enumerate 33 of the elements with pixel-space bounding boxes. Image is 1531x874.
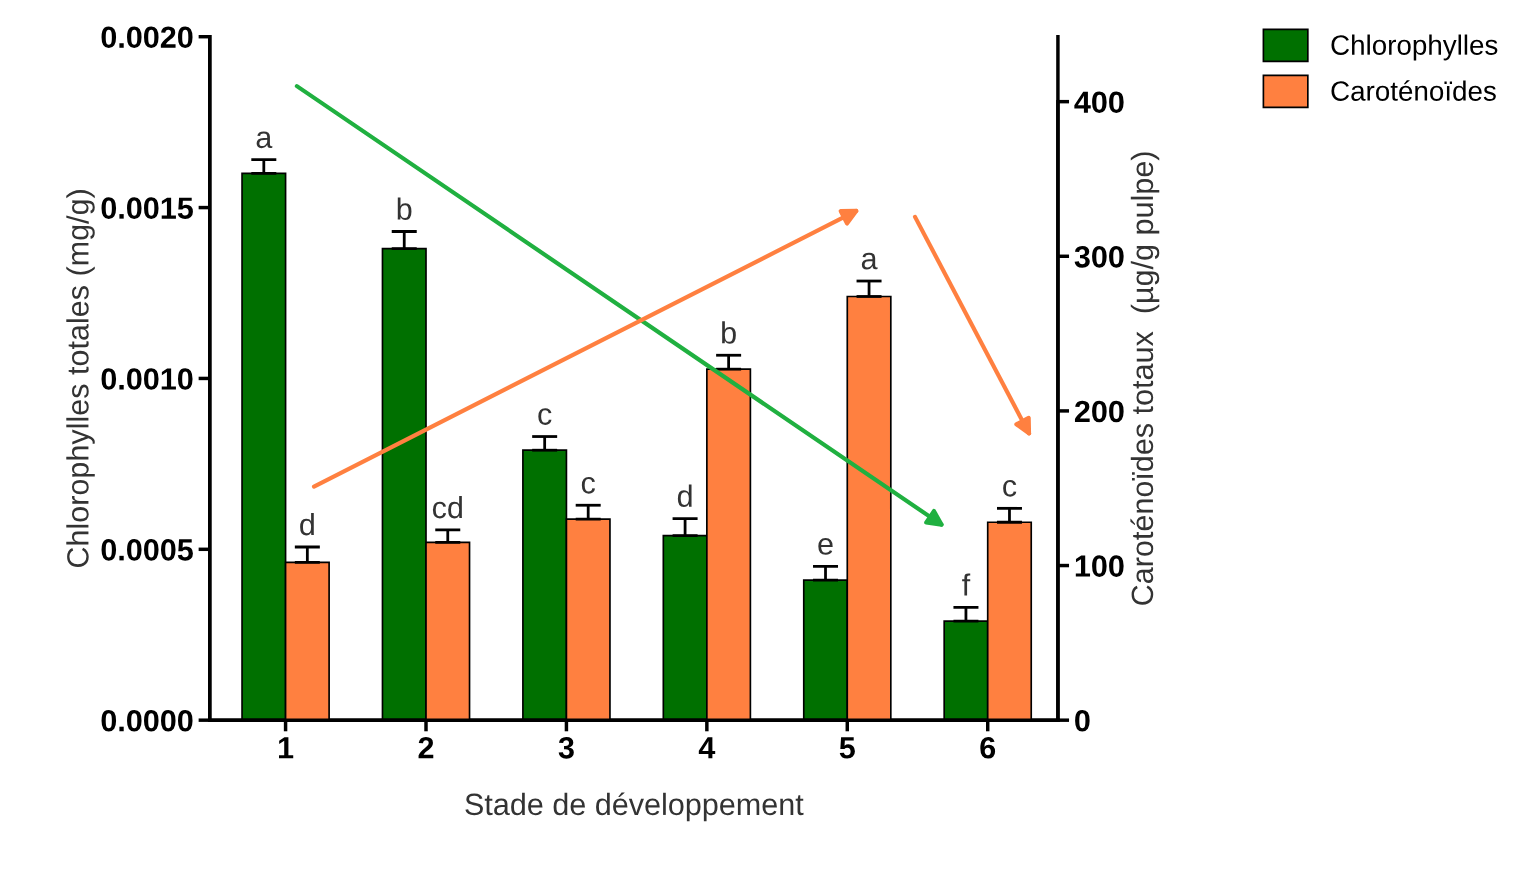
x-tick-label: 3 xyxy=(558,736,574,759)
legend-label: Caroténoïdes xyxy=(1331,80,1496,101)
x-tick-label: 2 xyxy=(418,736,434,759)
data-label: a xyxy=(256,131,273,149)
data-label: e xyxy=(818,538,833,555)
x-axis-title: Stade de développement xyxy=(465,792,804,822)
data-label: d xyxy=(677,484,692,507)
y2-tick-label: 300 xyxy=(1074,246,1124,268)
data-label: b xyxy=(397,197,412,220)
x-tick-label: 4 xyxy=(698,737,716,759)
y-tick-label: 0.0020 xyxy=(101,26,193,49)
y2-tick-label: 0 xyxy=(1075,709,1090,732)
data-label: c xyxy=(581,476,596,494)
y-tick-label: 0.0005 xyxy=(101,539,193,561)
x-tick-label: 5 xyxy=(839,737,855,759)
y2-axis-title: Caroténoïdes totaux (µg/g pulpe) xyxy=(1130,152,1160,605)
data-label: a xyxy=(861,252,878,270)
y-axis-title: Chlorophylles totales (mg/g) xyxy=(66,190,95,568)
data-label: d xyxy=(300,512,314,536)
y-tick-label: 0.0000 xyxy=(101,709,193,732)
data-label: c xyxy=(538,408,552,425)
y2-tick-label: 200 xyxy=(1074,400,1124,423)
y2-tick-label: 400 xyxy=(1074,91,1124,114)
y-tick-label: 0.0010 xyxy=(101,368,193,390)
x-tick-label: 6 xyxy=(980,736,996,759)
data-label: b xyxy=(722,321,736,344)
y-tick-label: 0.0015 xyxy=(101,197,193,219)
legend-label: Chlorophylles xyxy=(1331,34,1498,61)
y2-tick-label: 100 xyxy=(1075,555,1124,577)
x-tick-label: 1 xyxy=(279,737,294,759)
data-label: c xyxy=(1003,479,1017,497)
data-label: f xyxy=(962,573,971,596)
data-label: cd xyxy=(432,495,462,519)
